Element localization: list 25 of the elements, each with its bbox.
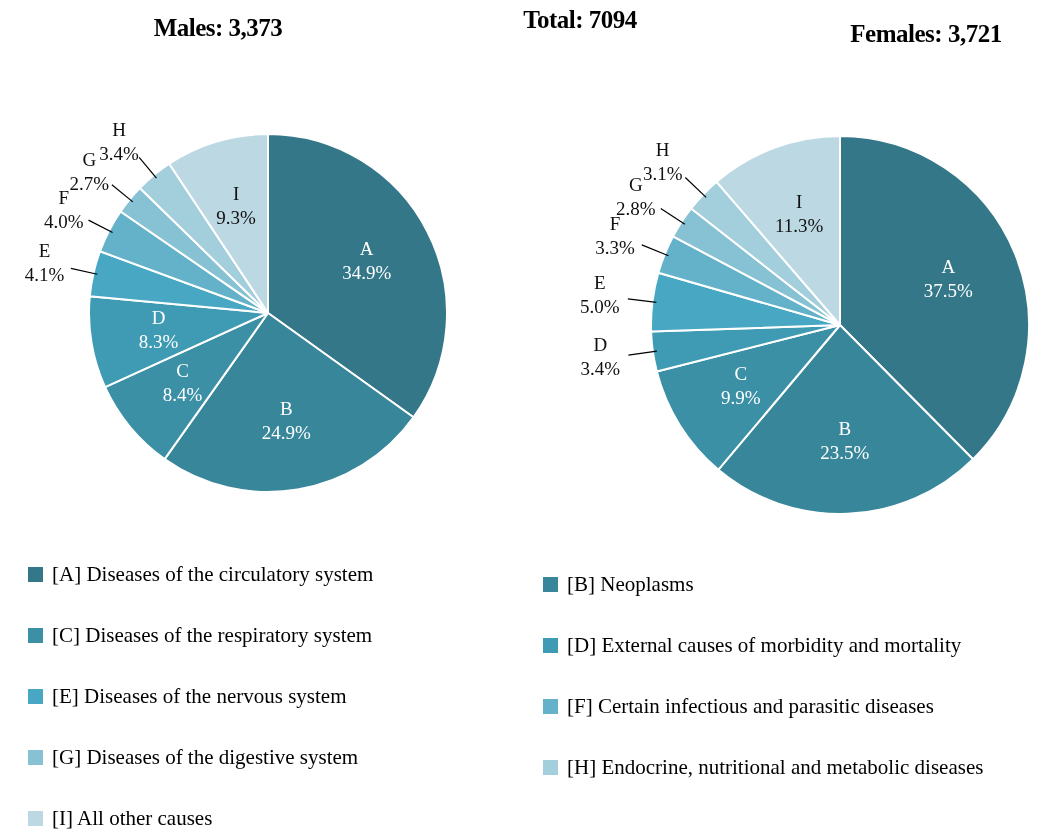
- text: Total: 7094: [522, 6, 638, 34]
- legend-label: [D] External causes of morbidity and mortality: [567, 633, 962, 658]
- legend-label: [B] Neoplasms: [567, 572, 694, 597]
- chart-title: Females: 3,721: [849, 20, 1003, 48]
- data-label: E 5.0%: [579, 272, 620, 318]
- data-label: A 37.5%: [923, 256, 974, 302]
- legend-label: [A] Diseases of the circulatory system: [52, 562, 374, 587]
- legend-label: [F] Certain infectious and parasitic diseases: [567, 694, 934, 719]
- data-label: I 9.3%: [216, 182, 256, 228]
- data-label: B 23.5%: [820, 418, 870, 464]
- data-label: I 11.3%: [775, 191, 824, 237]
- data-label: B 24.9%: [261, 398, 312, 444]
- data-label: A 34.9%: [342, 238, 392, 284]
- data-label: H 3.4%: [99, 118, 140, 164]
- legend-label: [H] Endocrine, nutritional and metabolic diseases: [567, 755, 984, 780]
- data-label: C 9.9%: [720, 363, 761, 409]
- legend-label: [E] Diseases of the nervous system: [52, 684, 347, 709]
- legend-label: [C] Diseases of the respiratory system: [52, 623, 373, 648]
- chart-title: Males: 3,373: [152, 14, 284, 42]
- data-label: D 3.4%: [580, 334, 621, 380]
- legend-label: [I] All other causes: [52, 806, 213, 831]
- data-label: E 4.1%: [24, 240, 65, 286]
- data-label: D 8.3%: [138, 307, 179, 353]
- data-label: C 8.4%: [162, 359, 203, 405]
- legend-label: [G] Diseases of the digestive system: [52, 745, 359, 770]
